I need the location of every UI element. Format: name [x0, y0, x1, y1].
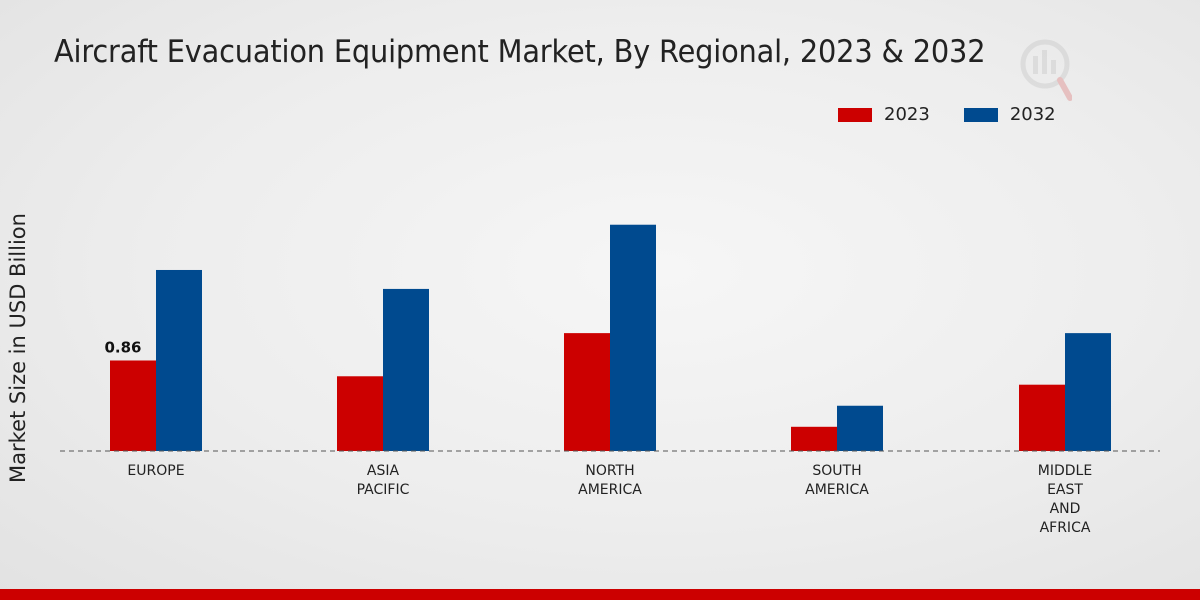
legend-label-2032: 2032 — [1009, 104, 1056, 125]
data-label-0: 0.86 — [104, 338, 141, 356]
legend-item-2032: 2032 — [963, 104, 1056, 125]
x-tick-label-line: EAST — [1047, 482, 1083, 498]
bar-2032-0 — [156, 269, 202, 451]
x-tick-label-2: NORTH AMERICA — [578, 463, 642, 498]
x-tick-label-line: PACIFIC — [357, 482, 410, 498]
x-tick-label-4: MIDDLE EAST AND AFRICA — [1038, 463, 1092, 536]
bar-2023-2 — [564, 333, 610, 451]
legend-label-2023: 2023 — [884, 104, 930, 125]
x-tick-label-3: SOUTH AMERICA — [805, 463, 869, 498]
chart-title: Aircraft Evacuation Equipment Market, By… — [54, 34, 986, 70]
legend: 2023 2032 — [838, 104, 1090, 125]
bar-2023-1 — [337, 376, 383, 451]
x-tick-label-line: MIDDLE — [1038, 463, 1092, 479]
bars-layer — [110, 224, 1111, 451]
bar-2032-3 — [837, 405, 883, 451]
x-tick-label-line: AND — [1050, 501, 1081, 517]
labels-layer: 0.86 EUROPE ASIA PACIFIC NORTH AMERICA SOUTH AM… — [104, 338, 1092, 536]
x-tick-label-line: NORTH — [585, 463, 634, 479]
legend-swatch-2023 — [838, 107, 872, 122]
x-tick-label-line: EUROPE — [127, 463, 184, 479]
x-tick-label-line: AMERICA — [805, 482, 869, 498]
footer-bar — [0, 589, 1200, 600]
x-tick-label-0: EUROPE — [127, 463, 184, 479]
x-tick-label-line: SOUTH — [812, 463, 861, 479]
x-tick-label-line: ASIA — [367, 463, 400, 479]
legend-swatch-2032 — [963, 107, 998, 122]
x-tick-label-1: ASIA PACIFIC — [357, 463, 410, 498]
bar-2023-3 — [791, 426, 837, 451]
x-tick-label-line: AFRICA — [1040, 520, 1091, 536]
bar-2032-4 — [1065, 333, 1111, 451]
x-tick-label-line: AMERICA — [578, 482, 642, 498]
bar-2032-1 — [383, 288, 429, 451]
brand-watermark-icon — [1020, 39, 1072, 101]
legend-item-2023: 2023 — [838, 104, 930, 125]
bar-2023-0 — [110, 360, 156, 451]
bar-2023-4 — [1019, 384, 1065, 451]
bar-2032-2 — [610, 224, 656, 451]
